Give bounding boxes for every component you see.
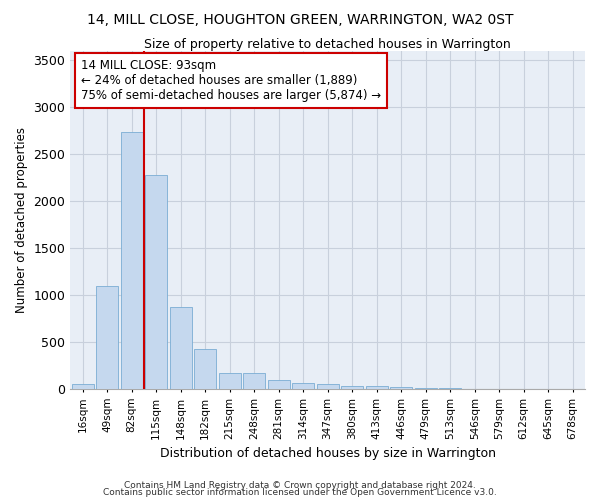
Bar <box>317 384 338 389</box>
Text: Contains public sector information licensed under the Open Government Licence v3: Contains public sector information licen… <box>103 488 497 497</box>
Title: Size of property relative to detached houses in Warrington: Size of property relative to detached ho… <box>144 38 511 51</box>
Bar <box>243 374 265 389</box>
Bar <box>390 386 412 389</box>
X-axis label: Distribution of detached houses by size in Warrington: Distribution of detached houses by size … <box>160 447 496 460</box>
Bar <box>96 286 118 389</box>
Bar <box>121 132 143 389</box>
Bar <box>194 350 216 389</box>
Bar <box>170 307 191 389</box>
Bar <box>365 386 388 389</box>
Bar <box>145 174 167 389</box>
Bar <box>71 384 94 389</box>
Bar <box>218 374 241 389</box>
Text: 14, MILL CLOSE, HOUGHTON GREEN, WARRINGTON, WA2 0ST: 14, MILL CLOSE, HOUGHTON GREEN, WARRINGT… <box>87 12 513 26</box>
Bar <box>268 380 290 389</box>
Text: Contains HM Land Registry data © Crown copyright and database right 2024.: Contains HM Land Registry data © Crown c… <box>124 480 476 490</box>
Text: 14 MILL CLOSE: 93sqm
← 24% of detached houses are smaller (1,889)
75% of semi-de: 14 MILL CLOSE: 93sqm ← 24% of detached h… <box>80 59 381 102</box>
Bar <box>292 384 314 389</box>
Y-axis label: Number of detached properties: Number of detached properties <box>15 126 28 312</box>
Bar <box>341 386 363 389</box>
